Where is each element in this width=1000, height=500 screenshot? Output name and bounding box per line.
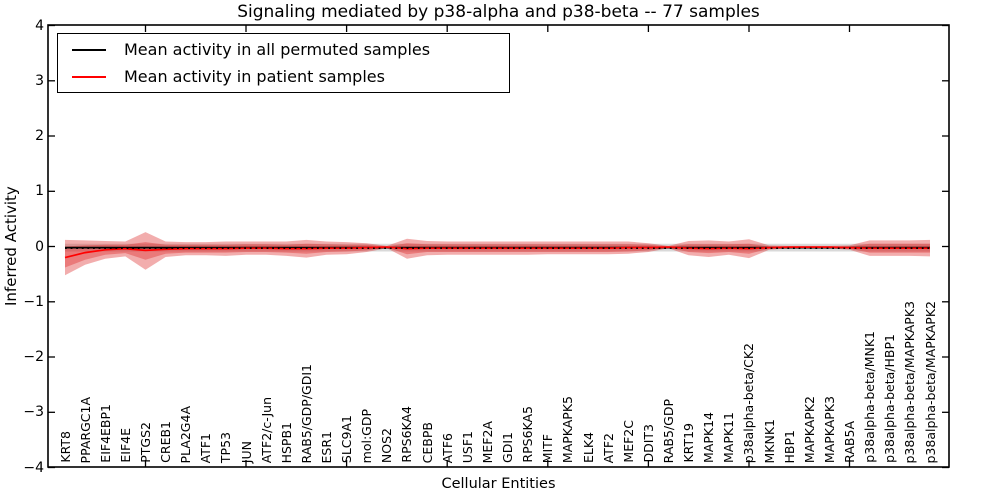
chart-title: Signaling mediated by p38-alpha and p38-…: [237, 2, 760, 22]
y-tick-label: 1: [35, 183, 44, 200]
x-tick-label: p38alpha-beta/MAPKAPK3: [902, 300, 918, 464]
x-tick-label: DDIT3: [640, 424, 656, 463]
x-tick-label: MAPKAPK2: [801, 395, 817, 463]
x-tick-label: CEBPB: [419, 421, 435, 463]
axes-frame: [47, 24, 950, 468]
y-tick-label: −3: [23, 404, 44, 421]
y-tick-label: −2: [23, 349, 44, 365]
x-tick-label: HSPB1: [278, 421, 294, 463]
x-tick-label: KRT8: [57, 431, 73, 463]
x-tick-label: MAPKAPK5: [560, 395, 576, 463]
x-tick-label: CREB1: [158, 421, 174, 463]
x-tick-label: p38alpha-beta/HBP1: [882, 334, 898, 463]
x-tick-label: p38alpha-beta/CK2: [741, 342, 757, 463]
x-tick-label: MITF: [540, 433, 556, 463]
x-tick-label: GDI1: [500, 432, 516, 463]
x-tick-label: MAPK11: [721, 412, 737, 463]
legend: Mean activity in all permuted samples Mea…: [57, 33, 510, 93]
y-tick-label: 2: [35, 128, 44, 144]
x-tick-label: PLA2G4A: [178, 405, 194, 463]
y-axis-label: Inferred Activity: [2, 186, 20, 306]
x-tick-label: PPARGC1A: [77, 396, 93, 463]
legend-line-swatch: [72, 75, 106, 78]
x-tick-label: p38alpha-beta/MNK1: [862, 331, 878, 463]
x-tick-label: EIF4E: [117, 428, 133, 463]
legend-item-label: Mean activity in all permuted samples: [124, 40, 431, 59]
x-tick-label: ATF6: [439, 432, 455, 463]
y-tick-label: 0: [35, 238, 44, 255]
x-tick-label: RPS6KA4: [399, 406, 415, 463]
y-tick-label: −1: [23, 293, 44, 310]
legend-item: Mean activity in all permuted samples: [58, 36, 509, 63]
x-tick-label: MEF2A: [479, 420, 495, 463]
x-tick-label: p38alpha-beta/MAPKAPK2: [922, 300, 938, 464]
legend-item-label: Mean activity in patient samples: [124, 67, 385, 86]
y-tick-label: 3: [35, 72, 44, 89]
x-tick-label: ELK4: [580, 431, 596, 463]
x-tick-label: ATF2: [600, 432, 616, 463]
x-tick-label: mol:GDP: [359, 408, 375, 463]
legend-line-swatch: [72, 48, 106, 51]
y-tick-label: 4: [35, 17, 44, 34]
x-tick-label: RPS6KA5: [520, 406, 536, 463]
x-tick-label: MKNK1: [761, 418, 777, 463]
y-tick-label: −4: [23, 459, 44, 476]
x-tick-label: RAB5A: [842, 421, 858, 463]
x-tick-label: HBP1: [781, 429, 797, 463]
x-tick-label: JUN: [238, 440, 254, 463]
x-tick-label: MEF2C: [620, 420, 636, 463]
patient-std-outer-band: [65, 232, 930, 276]
x-tick-label: ATF2/c-Jun: [258, 396, 274, 463]
x-tick-label: RAB5/GDP/GDI1: [298, 363, 314, 463]
x-tick-label: NOS2: [379, 427, 395, 463]
x-tick-label: KRT19: [681, 423, 697, 463]
x-tick-label: RAB5/GDP: [660, 398, 676, 463]
x-tick-label: MAPK14: [701, 412, 717, 463]
x-tick-label: TP53: [218, 431, 234, 463]
x-tick-label: USF1: [459, 430, 475, 463]
legend-item: Mean activity in patient samples: [58, 63, 509, 90]
x-tick-label: ATF1: [198, 432, 214, 463]
x-tick-label: EIF4EBP1: [97, 404, 113, 463]
x-axis-label: Cellular Entities: [441, 476, 556, 492]
x-tick-label: SLC9A1: [339, 414, 355, 463]
x-tick-label: PTGS2: [137, 422, 153, 463]
x-tick-label: MAPKAPK3: [821, 395, 837, 463]
x-tick-label: ESR1: [319, 430, 334, 463]
